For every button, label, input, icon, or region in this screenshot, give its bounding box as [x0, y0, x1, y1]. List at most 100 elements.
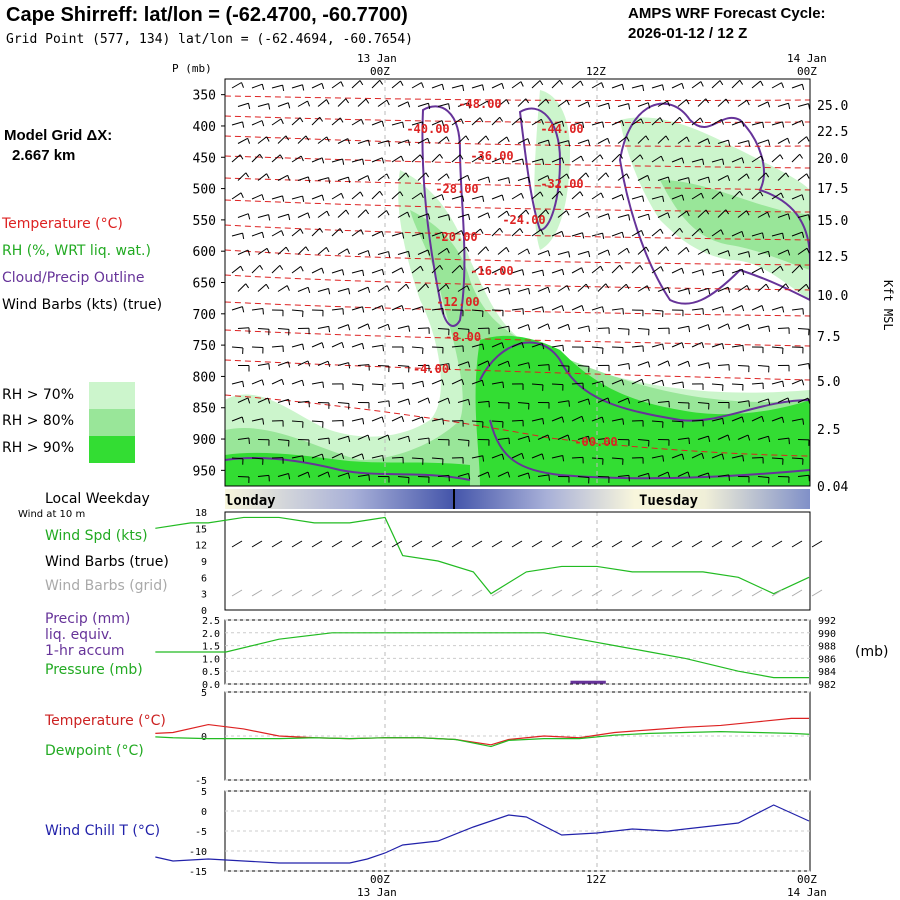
wind-barb — [357, 286, 369, 292]
wind-barb — [231, 346, 244, 349]
wind-barb — [257, 363, 269, 366]
wind-barb-flag — [785, 283, 790, 289]
wind-barb — [711, 383, 724, 386]
wind-barb-flag — [540, 119, 544, 125]
precip-panel-frame — [224, 619, 811, 685]
wind-barb-flag — [588, 251, 591, 258]
wind-barb — [457, 361, 469, 366]
precip-tick-label: 1.5 — [202, 642, 220, 653]
wind-barb-flag — [722, 418, 725, 425]
wind-barb-flag — [321, 194, 325, 201]
wind-barb — [257, 173, 267, 181]
pressure-tick-label: 700 — [193, 308, 216, 323]
wind-barb — [731, 190, 741, 200]
wind-barb-true — [531, 540, 543, 548]
wind-barb — [377, 400, 389, 403]
wind-barb-flag — [782, 233, 785, 239]
wind-barb — [417, 249, 429, 255]
wind-barb-flag — [360, 229, 364, 235]
wind-barb-flag — [287, 102, 291, 109]
wind-barb-flag — [587, 211, 591, 218]
wind-barb — [751, 305, 763, 311]
wind-barb — [477, 176, 489, 181]
wind-barb — [397, 476, 410, 478]
wind-barb-flag — [326, 99, 330, 105]
wind-barb-flag — [399, 191, 404, 197]
wind-barb-grid — [791, 589, 803, 597]
wind-barb — [337, 472, 349, 477]
wind-barb-flag — [401, 267, 405, 274]
wind-barb-flag — [767, 211, 771, 218]
wind-barb-flag — [365, 209, 370, 215]
wind-barb — [731, 383, 744, 386]
wind-barb-flag — [459, 265, 464, 271]
wind-barb — [357, 98, 367, 107]
wind-barb-flag — [302, 195, 305, 202]
wind-barb — [451, 118, 462, 126]
wind-barb-flag — [302, 455, 305, 462]
wind-barb-flag — [646, 285, 650, 291]
wind-barb — [251, 264, 261, 274]
wind-barb — [717, 434, 729, 440]
wind-barb — [691, 81, 702, 89]
wind-barb — [497, 288, 509, 292]
wind-barb-flag — [339, 228, 344, 234]
wind-barb-flag — [528, 436, 531, 443]
wind-barb — [471, 420, 484, 423]
wind-barb — [757, 101, 769, 107]
precip-accum-label: 1-hr accum — [45, 643, 125, 659]
wind-barb-flag — [567, 324, 571, 331]
wind-barb — [491, 381, 503, 385]
height-tick-label: 22.5 — [817, 125, 848, 140]
wind-barb-flag — [599, 154, 604, 160]
wind-barb-flag — [401, 305, 405, 312]
wind-barb — [311, 157, 323, 163]
wind-barb — [497, 99, 507, 107]
wind-barb-flag — [505, 247, 510, 253]
wind-barb-flag — [681, 342, 685, 349]
wind-barb — [491, 420, 504, 423]
wind-barb-flag — [322, 381, 325, 388]
wind-barb-flag — [741, 157, 745, 164]
wind-barb — [757, 250, 769, 255]
wind-barb — [397, 211, 408, 218]
model-grid-label: Model Grid ΔX: — [4, 127, 113, 144]
wind-barb-flag — [720, 119, 724, 125]
wind-barb-flag — [242, 381, 245, 388]
wind-barb-flag — [340, 193, 344, 199]
wind-barb-flag — [628, 363, 631, 370]
wind-barb-flag — [367, 139, 371, 146]
wind-barb-flag — [681, 83, 685, 89]
wind-barb — [437, 363, 449, 366]
wind-barb-flag — [305, 246, 310, 252]
wind-barb-flag — [806, 173, 810, 179]
wind-barb — [617, 474, 629, 477]
wind-barb-flag — [542, 306, 545, 313]
wind-barb-flag — [527, 176, 531, 183]
wind-barb — [391, 382, 404, 385]
wind-barb — [391, 155, 402, 163]
wind-barb — [291, 455, 303, 459]
precip-tick-label: 2.0 — [202, 629, 220, 640]
wind-barb — [257, 283, 267, 292]
wind-barb-flag — [601, 306, 605, 313]
wind-barb — [497, 136, 508, 144]
wind-barb — [257, 214, 269, 218]
wind-barb-flag — [608, 438, 610, 445]
wind-barb — [531, 383, 544, 386]
wind-barb-flag — [266, 248, 270, 254]
wind-barb-flag — [367, 434, 371, 441]
wind-barb — [411, 306, 423, 311]
wind-barb-flag — [367, 175, 371, 182]
wind-barb-flag — [741, 305, 745, 312]
wind-barb — [337, 176, 349, 181]
wind-barb-flag — [741, 120, 745, 127]
wind-barb-flag — [741, 231, 745, 238]
wind-barb — [457, 328, 470, 330]
height-axis-title: Kft MSL — [881, 280, 895, 331]
wind-barb — [511, 81, 522, 89]
wind-barb-flag — [568, 140, 571, 147]
wind-barb-flag — [748, 251, 751, 258]
wind-barb — [697, 209, 707, 218]
wind-barb-flag — [641, 230, 644, 236]
